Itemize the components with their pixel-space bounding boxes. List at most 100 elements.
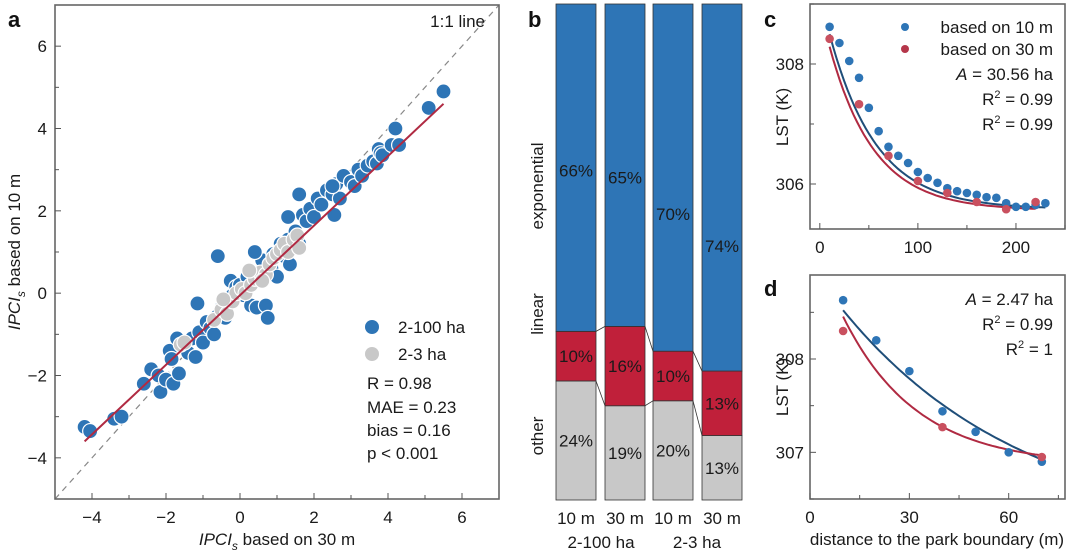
- stat-p: p < 0.001: [367, 444, 438, 463]
- ylabel-main: IPCI: [5, 297, 24, 330]
- bar-value-label: 10%: [656, 367, 690, 386]
- data-point: [992, 193, 1001, 203]
- data-point: [972, 197, 982, 207]
- y-tick-label: −4: [28, 449, 47, 468]
- panel-c-r2-30m: R2 = 0.99: [982, 114, 1053, 134]
- panel-d-area: A = 2.47 ha: [965, 290, 1054, 309]
- area-symbol: A: [965, 290, 977, 309]
- y-tick-label: 308: [776, 55, 804, 74]
- legend-marker-2-100ha: [365, 320, 379, 334]
- x-tick-label: 100: [904, 238, 932, 257]
- bar-connector-line: [692, 400, 703, 436]
- data-point: [952, 186, 962, 196]
- panel-c-area: A = 30.56 ha: [955, 65, 1053, 84]
- data-point: [1001, 204, 1011, 214]
- xlabel-sub: s: [232, 539, 238, 553]
- point-2-100ha: [113, 408, 130, 425]
- point-2-3ha: [291, 239, 308, 256]
- ylabel-linear: linear: [528, 293, 547, 335]
- panel-c-decay: 0 100 200 306 308 LST (K) based on 10 m base…: [773, 3, 1066, 257]
- r2-value: = 0.99: [1005, 115, 1053, 134]
- x-tick-label: 0: [805, 508, 814, 527]
- legend-label-2-100ha: 2-100 ha: [398, 318, 466, 337]
- point-2-100ha: [187, 348, 204, 366]
- area-value: = 2.47 ha: [977, 290, 1054, 309]
- point-2-100ha: [170, 365, 188, 382]
- regression-line: [83, 103, 445, 443]
- panel-c-ylabel: LST (K): [773, 88, 792, 146]
- ylabel-other: other: [528, 416, 547, 455]
- point-2-100ha: [326, 206, 343, 224]
- bar-segment-exponential: [555, 3, 597, 332]
- point-2-100ha: [420, 99, 437, 117]
- point-2-100ha: [82, 422, 99, 440]
- data-point: [844, 56, 854, 66]
- bar-segment-exponential: [604, 3, 646, 327]
- one-to-one-label: 1:1 line: [430, 12, 485, 31]
- point-2-100ha: [331, 190, 348, 207]
- data-point: [1011, 202, 1021, 212]
- y-tick-label: 0: [38, 284, 47, 303]
- bar-connector-line: [644, 400, 654, 407]
- bar-value-label: 70%: [656, 205, 690, 224]
- bar-connector-line: [595, 380, 606, 406]
- y-tick-label: 6: [38, 37, 47, 56]
- point-2-100ha: [206, 326, 223, 343]
- bar-segment-linear: [604, 325, 646, 407]
- bar-connector-line: [595, 326, 606, 332]
- group-label-2-100ha: 2-100 ha: [567, 533, 635, 552]
- point-2-3ha: [241, 262, 258, 279]
- bar-connectors: [595, 326, 703, 436]
- xlabel-rest: based on 30 m: [238, 530, 355, 549]
- data-point: [1004, 448, 1014, 457]
- legend-label-10m: based on 10 m: [941, 18, 1053, 37]
- stat-bias: bias = 0.16: [367, 421, 451, 440]
- bar-segment-linear: [701, 370, 743, 436]
- x-tick-label: 2: [309, 508, 318, 527]
- x-tick-label: 4: [383, 508, 392, 527]
- point-2-100ha: [194, 334, 212, 351]
- point-2-100ha: [435, 83, 452, 100]
- bar-value-label: 20%: [656, 441, 690, 460]
- data-point: [884, 151, 893, 161]
- point-2-100ha: [135, 375, 152, 392]
- stat-mae: MAE = 0.23: [367, 398, 456, 417]
- data-point: [913, 167, 923, 177]
- bar-value-label: 13%: [705, 394, 739, 413]
- data-point: [943, 188, 952, 198]
- xlabel-main: IPCI: [199, 530, 232, 549]
- data-point: [874, 126, 883, 136]
- category-label-4: 30 m: [703, 509, 741, 528]
- data-point: [1041, 198, 1050, 208]
- panel-c-ticks: 0 100 200 306 308: [776, 3, 1066, 257]
- area-value: = 30.56 ha: [967, 65, 1053, 84]
- data-point: [825, 34, 834, 44]
- fit-curve: [842, 316, 1042, 457]
- bar-segment-other: [652, 400, 694, 501]
- y-tick-label: 306: [776, 175, 804, 194]
- legend-label-30m: based on 30 m: [941, 40, 1053, 59]
- bar-segment-other: [604, 405, 646, 501]
- legend-label-2-3ha: 2-3 ha: [398, 345, 447, 364]
- panel-c-plot: [825, 22, 1050, 214]
- point-2-3ha: [215, 291, 232, 308]
- point-2-100ha: [324, 178, 341, 195]
- fit-curve: [842, 309, 1043, 461]
- data-point: [903, 158, 913, 168]
- bar-segment-exponential: [652, 3, 694, 352]
- bar-value-label: 24%: [559, 431, 593, 450]
- bar-value-label: 19%: [608, 444, 642, 463]
- data-point: [971, 427, 980, 437]
- panel-a-ticks: −4 −2 0 2 4 6 −4 −2 0 2 4 6: [28, 37, 467, 527]
- panel-a-scatter: −4 −2 0 2 4 6 −4 −2 0 2 4 6 1:1 line 2-100 ha 2-3 h…: [5, 4, 500, 553]
- panel-b-stacked-bars: 24% 10% 66% 19% 16% 65% 20% 10% 70% 13% 13% 74% exp…: [528, 3, 743, 552]
- point-2-3ha: [176, 334, 193, 351]
- x-tick-label: 30: [900, 508, 919, 527]
- panel-a-ylabel: IPCIs based on 10 m: [5, 174, 28, 330]
- y-tick-label: −2: [28, 367, 47, 386]
- bar-segment-other: [701, 435, 743, 501]
- data-point: [825, 22, 834, 32]
- fit-curve: [828, 46, 1036, 210]
- bar-value-label: 74%: [705, 237, 739, 256]
